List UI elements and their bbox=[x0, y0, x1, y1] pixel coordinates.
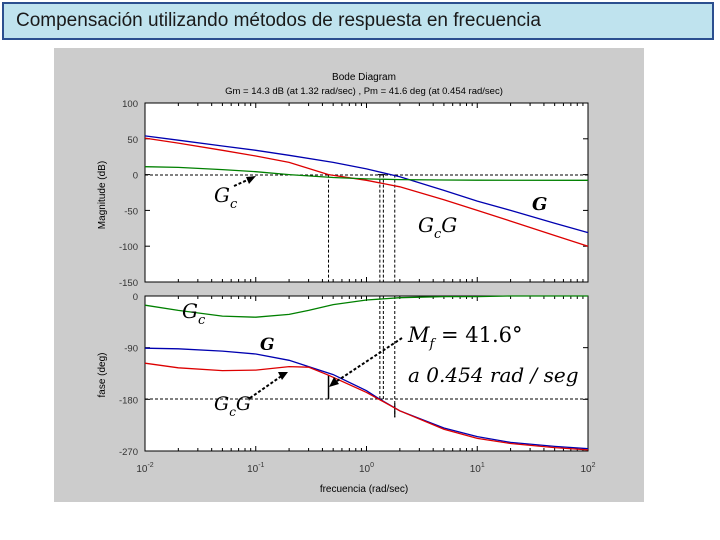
phase-ytick-label: 0 bbox=[133, 292, 138, 303]
x-tick-label-group: 10-2 10-1 100 101 102 bbox=[136, 462, 595, 475]
phase-series-group bbox=[144, 295, 589, 451]
annotation-ph-gc: Gc bbox=[182, 299, 206, 328]
annotation-ph-g: G bbox=[260, 335, 275, 355]
phase-ytick-label: -90 bbox=[124, 344, 138, 355]
slide-title-bar: Compensación utilizando métodos de respu… bbox=[2, 2, 714, 40]
magnitude-ytick-label: 100 bbox=[122, 99, 138, 110]
annotation-mag-gc: Gc bbox=[214, 183, 238, 212]
annotation-pm-line1: Mf = 41.6° bbox=[407, 323, 523, 352]
annotation-mag-gc-arrowhead bbox=[246, 176, 256, 184]
annotation-pm-arrow bbox=[333, 337, 403, 384]
x-tick-label: 101 bbox=[470, 462, 485, 475]
annotation-ph-gcg-arrow bbox=[249, 374, 284, 399]
annotation-mag-gcg: GcG bbox=[418, 213, 457, 242]
annotation-ph-gcg-arrowhead bbox=[278, 372, 288, 380]
annotation-mag-g: G bbox=[532, 194, 547, 215]
magnitude-xtick-group bbox=[144, 103, 584, 282]
magnitude-plot-area bbox=[144, 102, 589, 283]
annotation-pm-line2: a 0.454 rad / seg bbox=[408, 363, 579, 387]
phase-ylabel: fase (deg) bbox=[97, 352, 108, 397]
magnitude-series-g bbox=[144, 135, 589, 234]
phase-series-gc bbox=[144, 295, 588, 318]
phase-ytick-label: -180 bbox=[119, 395, 138, 406]
x-axis-label: frecuencia (rad/sec) bbox=[320, 484, 408, 495]
magnitude-ytick-label: -150 bbox=[119, 278, 138, 289]
phase-series-gcg bbox=[144, 362, 589, 451]
magnitude-ylabel: Magnitude (dB) bbox=[97, 161, 108, 229]
chart-subtitle: Gm = 14.3 dB (at 1.32 rad/sec) , Pm = 41… bbox=[225, 86, 503, 97]
phase-plot-area bbox=[144, 295, 589, 452]
magnitude-marker-group bbox=[328, 174, 396, 282]
magnitude-ytick-label: -100 bbox=[119, 242, 138, 253]
x-tick-label: 10-2 bbox=[136, 462, 153, 475]
x-tick-label: 102 bbox=[580, 462, 595, 475]
magnitude-ytick-label: 0 bbox=[133, 171, 138, 182]
magnitude-ytick-label: -50 bbox=[124, 206, 138, 217]
phase-ytick-label: -270 bbox=[119, 447, 138, 458]
magnitude-ytick-label: 50 bbox=[127, 135, 138, 146]
annotation-ph-gcg: GcG bbox=[214, 393, 251, 419]
magnitude-series-group bbox=[144, 135, 589, 247]
phase-marker-group bbox=[327, 296, 396, 418]
chart-title: Bode Diagram bbox=[332, 72, 396, 83]
x-tick-label: 10-1 bbox=[247, 462, 264, 475]
phase-series-g bbox=[144, 347, 589, 450]
magnitude-series-gcg bbox=[144, 137, 589, 247]
magnitude-series-gc bbox=[144, 166, 589, 181]
x-tick-label: 100 bbox=[359, 462, 374, 475]
annotation-pm-arrowhead bbox=[329, 377, 339, 387]
slide-title: Compensación utilizando métodos de respu… bbox=[16, 10, 541, 31]
